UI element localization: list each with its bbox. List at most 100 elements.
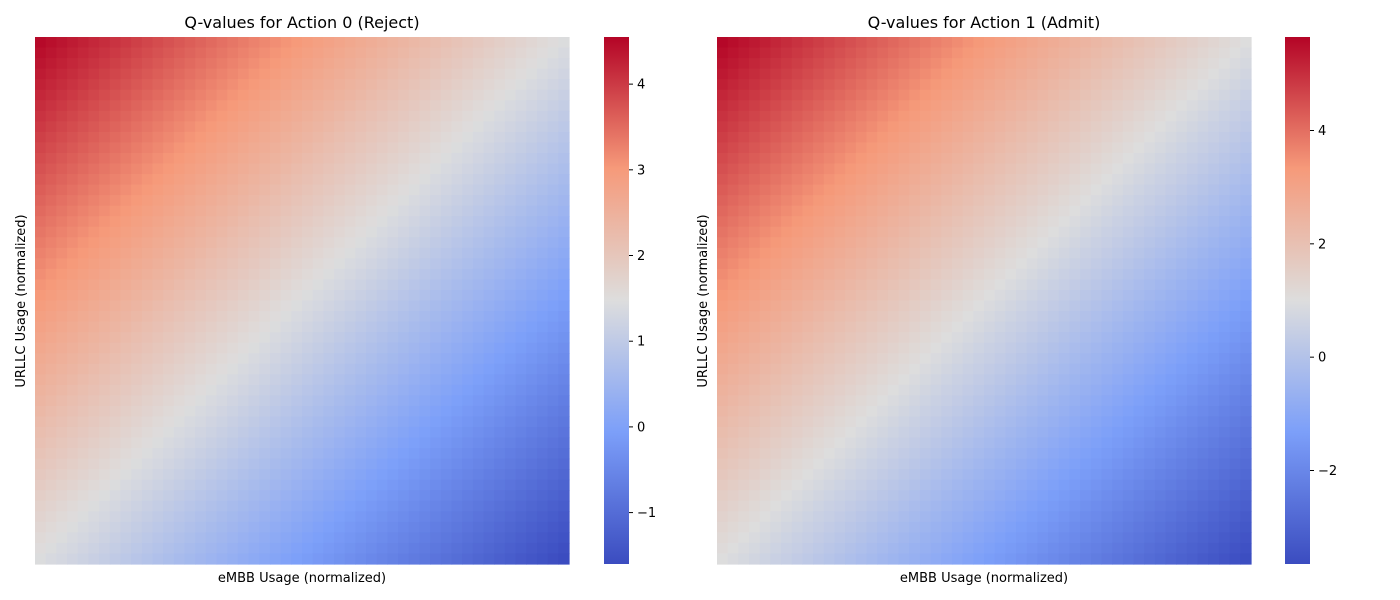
- heatmap-cell: [1090, 131, 1103, 143]
- heatmap-cell: [1048, 195, 1060, 207]
- heatmap-cell: [1186, 37, 1199, 49]
- heatmap-cell: [141, 469, 154, 481]
- heatmap-cell: [536, 479, 549, 491]
- heatmap-cell: [323, 532, 335, 544]
- heatmap-cell: [1229, 300, 1241, 312]
- heatmap-cell: [1016, 121, 1028, 133]
- heatmap-cell: [248, 363, 260, 375]
- heatmap-cell: [109, 374, 122, 386]
- heatmap-cell: [1069, 100, 1081, 112]
- heatmap-cell: [1197, 426, 1209, 439]
- heatmap-cell: [1037, 268, 1049, 281]
- heatmap-cell: [494, 521, 506, 533]
- heatmap-cell: [866, 174, 878, 186]
- heatmap-cell: [887, 363, 900, 375]
- heatmap-cell: [866, 332, 878, 344]
- heatmap-cell: [973, 195, 985, 207]
- heatmap-cell: [440, 384, 453, 396]
- heatmap-cell: [941, 237, 953, 249]
- heatmap-cell: [515, 258, 527, 270]
- heatmap-cell: [1133, 342, 1145, 354]
- heatmap-cell: [823, 532, 836, 544]
- heatmap-cell: [973, 469, 985, 481]
- heatmap-cell: [366, 353, 378, 365]
- heatmap-cell: [1240, 195, 1252, 207]
- heatmap-cell: [1218, 110, 1231, 122]
- heatmap-cell: [440, 458, 453, 470]
- heatmap-cell: [387, 152, 399, 165]
- heatmap-cell: [152, 300, 164, 312]
- heatmap-cell: [88, 321, 100, 333]
- heatmap-cell: [376, 279, 389, 291]
- heatmap-cell: [259, 384, 271, 396]
- heatmap-cell: [152, 163, 164, 175]
- heatmap-cell: [898, 521, 910, 533]
- heatmap-cell: [727, 469, 739, 481]
- heatmap-cell: [184, 437, 196, 449]
- heatmap-cell: [1229, 374, 1241, 386]
- heatmap-cell: [504, 47, 517, 59]
- heatmap-cell: [451, 521, 463, 533]
- heatmap-cell: [802, 469, 814, 481]
- heatmap-cell: [248, 37, 260, 49]
- heatmap-cell: [1026, 353, 1038, 365]
- heatmap-cell: [109, 363, 122, 375]
- heatmap-cell: [1037, 437, 1049, 449]
- heatmap-cell: [323, 184, 335, 196]
- heatmap-cell: [99, 416, 111, 428]
- heatmap-cell: [483, 68, 495, 80]
- heatmap-cell: [312, 532, 324, 544]
- heatmap-cell: [1154, 110, 1167, 122]
- heatmap-cell: [738, 448, 750, 460]
- heatmap-cell: [1026, 142, 1038, 154]
- heatmap-cell: [791, 89, 804, 101]
- heatmap-cell: [962, 289, 974, 302]
- heatmap-cell: [759, 184, 771, 196]
- heatmap-cell: [984, 458, 996, 470]
- heatmap-cell: [547, 100, 559, 112]
- heatmap-cell: [1016, 342, 1028, 354]
- heatmap-cell: [312, 279, 324, 291]
- heatmap-cell: [141, 268, 154, 281]
- heatmap-cell: [1080, 47, 1092, 59]
- heatmap-cell: [1069, 469, 1081, 481]
- heatmap-cell: [269, 458, 282, 470]
- heatmap-cell: [216, 184, 228, 196]
- heatmap-cell: [919, 490, 932, 502]
- heatmap-cell: [717, 268, 729, 281]
- heatmap-cell: [887, 68, 900, 80]
- heatmap-cell: [1165, 448, 1177, 460]
- heatmap-cell: [184, 131, 196, 143]
- heatmap-cell: [1090, 395, 1103, 407]
- heatmap-cell: [930, 68, 942, 80]
- heatmap-cell: [1101, 184, 1113, 196]
- heatmap-cell: [930, 353, 942, 365]
- heatmap-cell: [45, 311, 57, 323]
- heatmap-cell: [834, 142, 846, 154]
- heatmap-cell: [248, 79, 260, 91]
- heatmap-cell: [526, 279, 538, 291]
- heatmap-cell: [440, 532, 453, 544]
- heatmap-cell: [951, 100, 964, 112]
- heatmap-cell: [419, 511, 431, 523]
- heatmap-cell: [1090, 458, 1103, 470]
- heatmap-cell: [1165, 342, 1177, 354]
- heatmap-cell: [1016, 47, 1028, 59]
- heatmap-cell: [845, 300, 857, 312]
- heatmap-cell: [430, 89, 442, 101]
- heatmap-cell: [216, 553, 228, 565]
- heatmap-cell: [759, 416, 771, 428]
- heatmap-cell: [994, 100, 1006, 112]
- heatmap-cell: [823, 321, 836, 333]
- heatmap-cell: [1005, 500, 1017, 512]
- heatmap-cell: [1144, 174, 1156, 186]
- heatmap-cell: [1101, 58, 1113, 70]
- heatmap-cell: [1218, 437, 1231, 449]
- heatmap-cell: [547, 437, 559, 449]
- heatmap-cell: [173, 110, 186, 122]
- heatmap-cell: [738, 247, 750, 259]
- heatmap-cell: [536, 332, 549, 344]
- heatmap-cell: [1048, 321, 1060, 333]
- heatmap-cell: [131, 542, 143, 555]
- heatmap-cell: [1058, 437, 1071, 449]
